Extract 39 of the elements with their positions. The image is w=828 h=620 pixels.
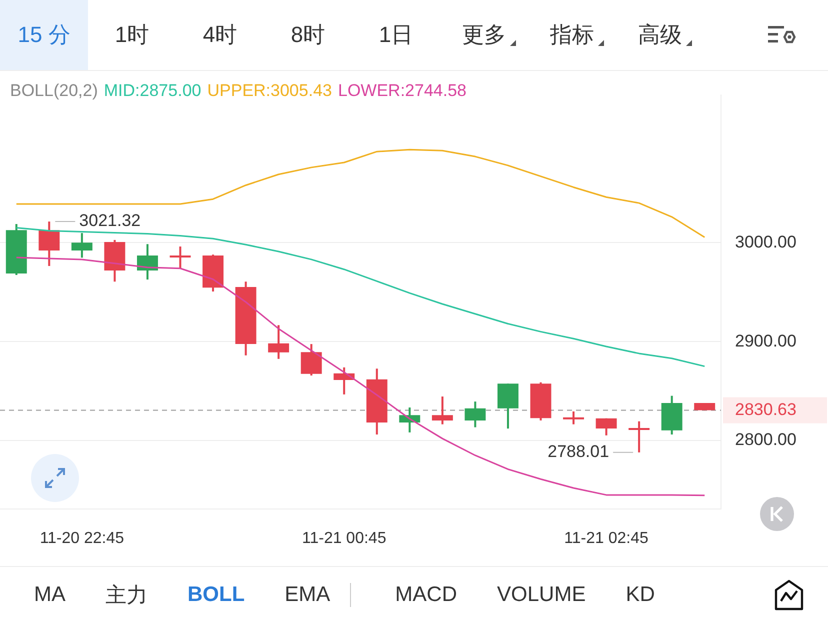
text: MA [34, 582, 66, 606]
text: 主力 [106, 584, 148, 606]
candlestick [136, 243, 158, 281]
annotation: 2788.01 [548, 442, 610, 462]
y-tick-label: 3000.00 [735, 232, 796, 252]
candlestick [464, 400, 486, 428]
text: UPPER:3005.43 [207, 81, 332, 100]
text: MID:2875.00 [104, 81, 202, 100]
text: 更多 [462, 21, 506, 49]
text: EMA [284, 582, 330, 606]
text: 15 分 [18, 21, 70, 49]
y-tick-label: 2900.00 [735, 331, 796, 350]
text: 指标 [550, 21, 594, 49]
candlestick [71, 232, 92, 259]
candlestick [628, 420, 650, 454]
candlestick [300, 343, 322, 377]
candlestick [170, 245, 191, 270]
y-tick-label: 2800.00 [735, 430, 796, 450]
text: 4时 [202, 21, 238, 49]
candlestick [268, 324, 290, 360]
text: 高级 [638, 21, 682, 49]
x-tick-label: 11-21 02:45 [564, 530, 649, 547]
annotation: 3021.32 [79, 211, 141, 230]
candlestick [432, 395, 453, 426]
text: LOWER:2744.58 [338, 81, 466, 100]
x-tick-label: 11-20 22:45 [40, 530, 124, 547]
chart-title: BOLL(20,2) [10, 81, 98, 100]
text: VOLUME [497, 582, 586, 606]
text: 1时 [114, 21, 150, 49]
ref-line-label: 2830.63 [735, 400, 796, 419]
text: BOLL [188, 582, 245, 606]
text: 8时 [290, 21, 326, 49]
x-tick-label: 11-21 00:45 [302, 530, 386, 547]
text: KD [626, 582, 655, 606]
candlestick [38, 220, 60, 267]
text: 1日 [378, 21, 414, 49]
text: MACD [395, 582, 458, 606]
candlestick [596, 417, 617, 436]
candlestick [563, 410, 584, 426]
